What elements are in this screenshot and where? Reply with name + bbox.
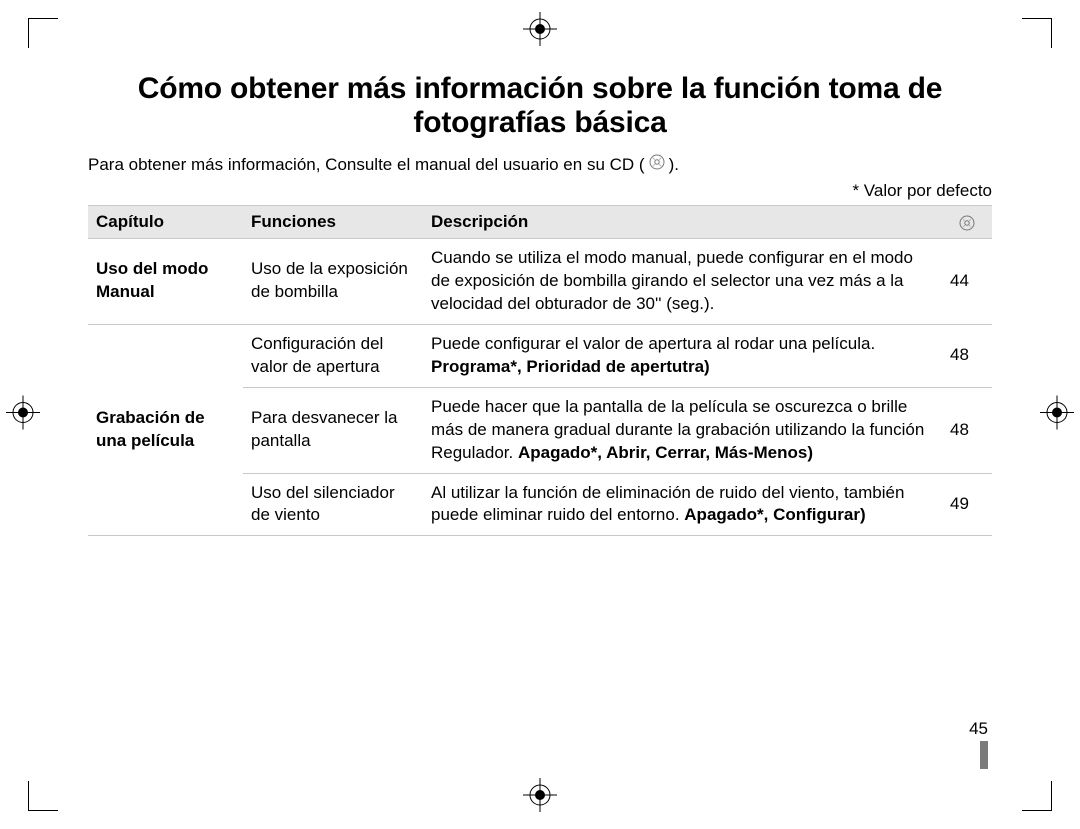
intro-text: Para obtener más información, Consulte e… [88,154,992,175]
default-value-note: * Valor por defecto [88,181,992,201]
description-cell: Cuando se utiliza el modo manual, puede … [423,239,942,325]
chapter-cell: Uso del modo Manual [88,239,243,325]
registration-mark-icon [1040,395,1074,434]
header-description: Descripción [423,206,942,239]
description-text: Puede configurar el valor de apertura al… [431,334,875,353]
function-cell: Uso de la exposición de bombilla [243,239,423,325]
header-functions: Funciones [243,206,423,239]
registration-mark-icon [523,778,557,817]
crop-mark [1022,781,1052,811]
description-bold: Apagado*, Abrir, Cerrar, Más-Menos) [518,443,813,462]
intro-after: ). [669,155,679,175]
description-cell: Puede configurar el valor de apertura al… [423,324,942,387]
description-bold: Apagado*, Configurar) [684,505,865,524]
description-cell: Puede hacer que la pantalla de la pelícu… [423,387,942,473]
function-cell: Configuración del valor de apertura [243,324,423,387]
function-cell: Uso del silenciador de viento [243,473,423,536]
intro-before: Para obtener más información, Consulte e… [88,155,645,175]
page-content: Cómo obtener más información sobre la fu… [88,72,992,536]
registration-mark-icon [523,12,557,51]
crop-mark [1022,18,1052,48]
page-number: 45 [969,719,988,769]
crop-mark [28,781,58,811]
page-cell: 44 [942,239,992,325]
page-cell: 49 [942,473,992,536]
page-number-value: 45 [969,719,988,739]
table-row: Grabación de una películaConfiguración d… [88,324,992,387]
table-row: Uso del modo ManualUso de la exposición … [88,239,992,325]
page-cell: 48 [942,324,992,387]
registration-mark-icon [6,395,40,434]
cd-icon [649,154,665,175]
chapter-cell: Grabación de una película [88,324,243,536]
specifications-table: Capítulo Funciones Descripción Uso del m… [88,205,992,536]
table-header-row: Capítulo Funciones Descripción [88,206,992,239]
header-page-icon [942,206,992,239]
description-text: Cuando se utiliza el modo manual, puede … [431,248,913,313]
header-chapter: Capítulo [88,206,243,239]
page-number-bar [980,741,988,769]
page-cell: 48 [942,387,992,473]
crop-mark [28,18,58,48]
description-bold: Programa*, Prioridad de apertutra) [431,357,710,376]
function-cell: Para desvanecer la pantalla [243,387,423,473]
page-title: Cómo obtener más información sobre la fu… [88,72,992,140]
description-cell: Al utilizar la función de eliminación de… [423,473,942,536]
